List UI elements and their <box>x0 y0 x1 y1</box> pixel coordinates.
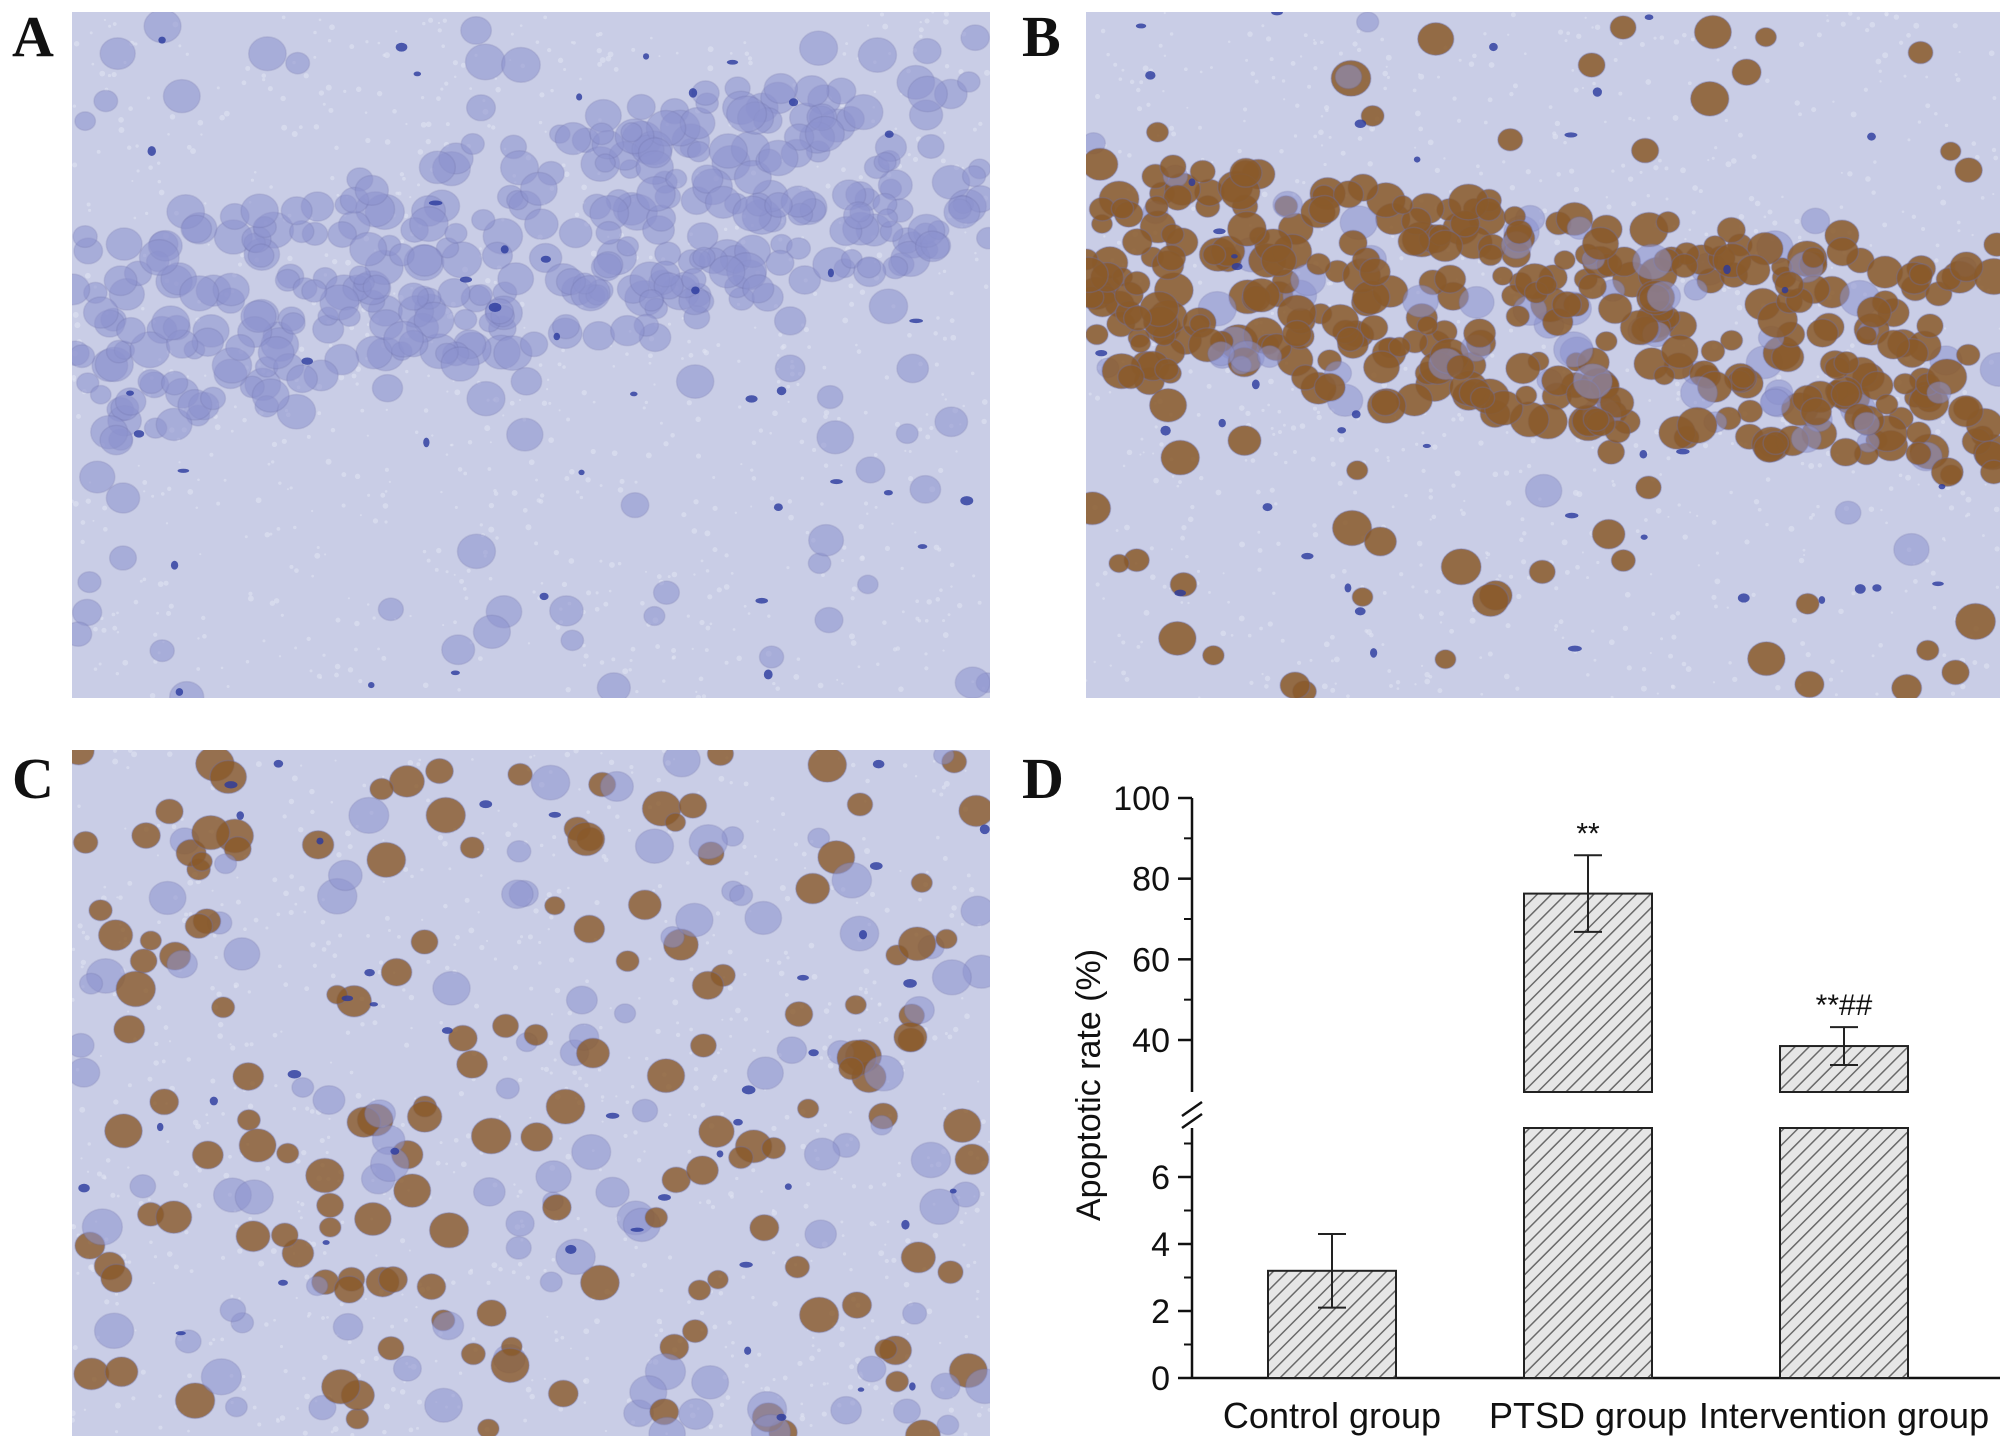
panel-label-d: D <box>1022 746 1064 811</box>
micrograph-c-image <box>72 750 990 1436</box>
y-tick-label: 4 <box>1151 1226 1170 1264</box>
bar-group: PTSD group ** <box>1489 817 1687 1436</box>
y-tick-label: 80 <box>1132 861 1170 899</box>
micrograph-a-image <box>72 12 990 698</box>
axis-break-mark <box>1181 1112 1203 1130</box>
bar <box>1267 1269 1397 1379</box>
y-tick-label: 100 <box>1113 780 1170 818</box>
micrograph-a <box>72 12 990 698</box>
bar-chart-panel: 0 2 4 6 40 60 80 100 Control group PTSD group ** I… <box>1040 740 2008 1443</box>
y-tick-label: 0 <box>1151 1360 1170 1398</box>
y-tick-label: 60 <box>1132 941 1170 979</box>
y-axis-label: Apoptotic rate (%) <box>1070 949 1108 1221</box>
bar-lower-segment <box>1523 1127 1653 1379</box>
significance-marker: **## <box>1816 989 1873 1022</box>
micrograph-c <box>72 750 990 1436</box>
micrograph-b-image <box>1086 12 2000 698</box>
bar-group: Intervention group **## <box>1699 989 1989 1436</box>
x-category-label: PTSD group <box>1489 1395 1687 1436</box>
y-tick-label: 2 <box>1151 1293 1170 1331</box>
y-tick-label: 6 <box>1151 1159 1170 1197</box>
significance-marker: ** <box>1576 817 1600 850</box>
x-category-label: Control group <box>1223 1395 1441 1436</box>
micrograph-b <box>1086 12 2000 698</box>
bar-lower-segment <box>1779 1127 1909 1379</box>
panel-label-a: A <box>12 4 54 69</box>
bar-group: Control group <box>1223 1232 1441 1436</box>
bar-chart: 0 2 4 6 40 60 80 100 Control group PTSD group ** I… <box>1070 780 2000 1436</box>
panel-label-b: B <box>1022 4 1061 69</box>
x-category-label: Intervention group <box>1699 1395 1989 1436</box>
panel-label-c: C <box>12 746 54 811</box>
y-tick-label: 40 <box>1132 1022 1170 1060</box>
axis-break-mark <box>1181 1100 1203 1118</box>
